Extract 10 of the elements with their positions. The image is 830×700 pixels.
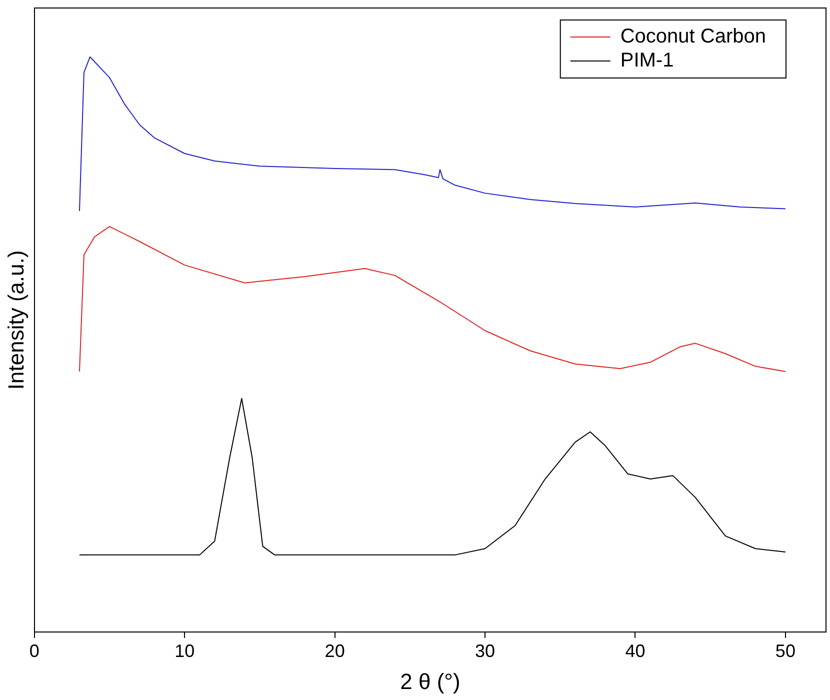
y-axis-title: Intensity (a.u.) <box>3 250 28 390</box>
x-tick-label: 20 <box>324 640 345 661</box>
x-tick-label: 10 <box>174 640 195 661</box>
x-axis-title: 2 θ (°) <box>400 668 460 694</box>
legend-label: PIM-1 <box>620 50 674 72</box>
x-tick-label: 40 <box>625 640 646 661</box>
legend-label: Coconut Carbon <box>620 26 766 48</box>
x-tick-label: 30 <box>475 640 496 661</box>
x-tick-label: 0 <box>29 640 40 661</box>
x-tick-label: 50 <box>775 640 796 661</box>
